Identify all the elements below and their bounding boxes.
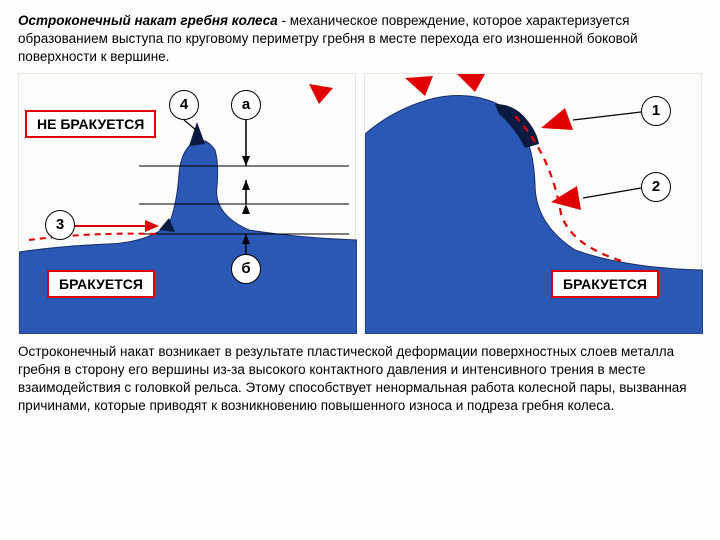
left-profile	[19, 140, 357, 334]
term: Остроконечный накат гребня колеса	[18, 13, 278, 28]
r-arrow-1	[541, 108, 573, 130]
a-arrow-head-down	[242, 156, 250, 166]
b-arrow-head-dn	[242, 204, 250, 214]
r-arrow-ul1	[405, 76, 433, 96]
label-3: 3	[45, 210, 75, 240]
label-2: 2	[641, 172, 671, 202]
label-a: а	[231, 90, 261, 120]
right-panel: БРАКУЕТСЯ 1 2	[364, 73, 702, 333]
footer-text: Остроконечный накат возникает в результа…	[0, 333, 720, 416]
badge-rejected-right: БРАКУЕТСЯ	[551, 270, 659, 298]
a-arrow-head-up	[242, 180, 250, 190]
label-1: 1	[641, 96, 671, 126]
leader-2	[583, 188, 641, 198]
leader-4	[184, 120, 196, 130]
label-b: б	[231, 254, 261, 284]
header-text: Остроконечный накат гребня колеса - меха…	[0, 0, 720, 73]
badge-rejected-left: БРАКУЕТСЯ	[47, 270, 155, 298]
red-arrow-tr1	[309, 84, 333, 104]
label-4: 4	[169, 90, 199, 120]
r-arrow-ul2	[457, 74, 485, 92]
leader-1	[573, 112, 641, 120]
arrow3-head	[145, 220, 159, 232]
left-panel: НЕ БРАКУЕТСЯ БРАКУЕТСЯ 4 а 3 б	[18, 73, 356, 333]
diagram-row: НЕ БРАКУЕТСЯ БРАКУЕТСЯ 4 а 3 б	[0, 73, 720, 333]
badge-not-rejected: НЕ БРАКУЕТСЯ	[25, 110, 156, 138]
